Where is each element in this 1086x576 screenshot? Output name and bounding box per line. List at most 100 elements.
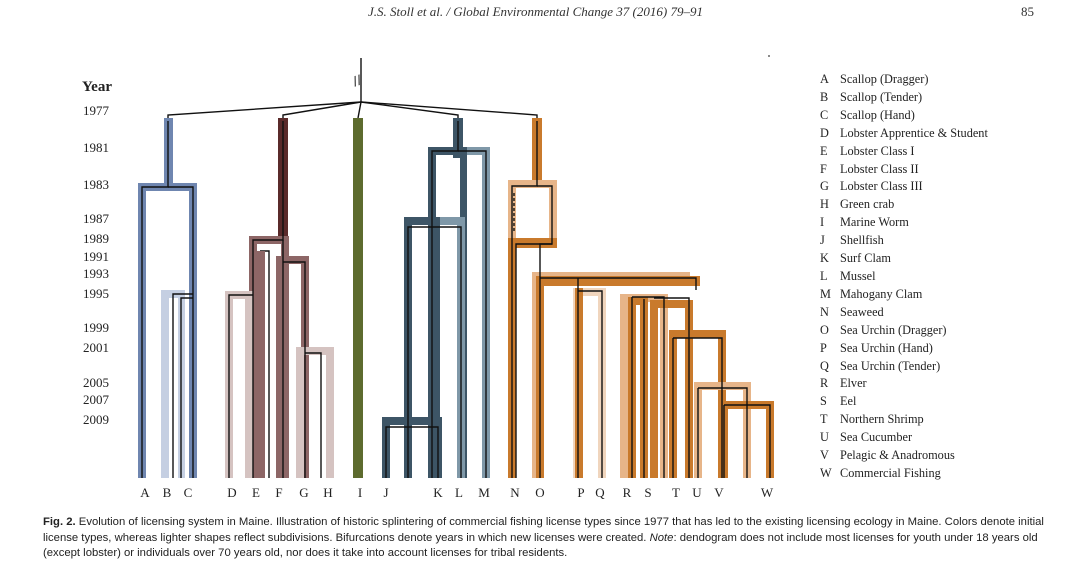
year-label: 1987 (83, 211, 110, 226)
journal-citation: J.S. Stoll et al. / Global Environmental… (368, 4, 703, 19)
leaf-label: Q (595, 485, 605, 500)
legend-letter: M (820, 286, 831, 301)
dendrogram-figure: Year 1977 1981 1983 1987 1989 1991 1993 … (82, 58, 774, 500)
legend-letter: C (820, 107, 829, 122)
legend-letter: U (820, 430, 829, 445)
leaf-label: C (184, 485, 193, 500)
legend-label: Seaweed (840, 304, 884, 319)
leaf-label: D (227, 485, 236, 500)
year-label: 1989 (83, 231, 109, 246)
legend-letter: T (820, 412, 828, 427)
leaf-label: T (672, 485, 680, 500)
legend-item: M Mahogany Clam (820, 286, 1060, 304)
leaf-label: K (433, 485, 443, 500)
leaf-label: M (478, 485, 490, 500)
legend-label: Green crab (840, 197, 895, 212)
legend-label: Eel (840, 394, 857, 409)
legend-letter: G (820, 179, 829, 194)
leaf-label: B (163, 485, 172, 500)
legend-label: Sea Cucumber (840, 430, 913, 445)
legend-letter: O (820, 322, 829, 337)
caption-label: Fig. 2. (43, 516, 76, 528)
leaf-label: R (623, 485, 632, 500)
year-label: 1999 (83, 320, 109, 335)
stray-dot (768, 55, 770, 57)
legend-item: I Marine Worm (820, 214, 1060, 232)
legend-label: Commercial Fishing (840, 465, 941, 480)
legend-letter: L (820, 268, 828, 283)
legend-label: Marine Worm (840, 215, 909, 230)
leaf-label: U (692, 485, 702, 500)
leaf-label: J (383, 485, 388, 500)
legend-label: Pelagic & Anadromous (840, 448, 955, 463)
marine-worm-branch (353, 118, 363, 478)
year-label: 2005 (83, 375, 109, 390)
page-number: 85 (1021, 4, 1034, 19)
shellfish-branch (382, 118, 490, 478)
legend-item: G Lobster Class III (820, 178, 1060, 196)
leaf-labels: A B C D E F G H I J K L M N O P Q R S T … (140, 485, 774, 500)
legend-label: Mahogany Clam (840, 286, 923, 301)
legend-item: A Scallop (Dragger) (820, 71, 1060, 89)
legend-item: V Pelagic & Anadromous (820, 447, 1060, 465)
legend-label: Lobster Class I (840, 143, 915, 158)
orange-branch (508, 118, 774, 478)
legend: A Scallop (Dragger) B Scallop (Tender) C Scal… (820, 71, 1060, 483)
legend-item: N Seaweed (820, 304, 1060, 322)
leaf-label: L (455, 485, 463, 500)
legend-letter: N (820, 304, 829, 319)
legend-letter: H (820, 197, 829, 212)
legend-letter: I (820, 215, 825, 230)
legend-label: Mussel (840, 268, 876, 283)
year-axis-label: Year (82, 79, 112, 95)
legend-item: S Eel (820, 393, 1060, 411)
legend-letter: A (820, 72, 829, 86)
caption-note-label: Note (649, 531, 674, 544)
legend-item: Q Sea Urchin (Tender) (820, 358, 1060, 376)
legend-item: P Sea Urchin (Hand) (820, 340, 1060, 358)
leaf-label: P (577, 485, 584, 500)
legend-item: D Lobster Apprentice & Student (820, 125, 1060, 143)
legend-item: L Mussel (820, 268, 1060, 286)
scallop-branch (138, 118, 197, 478)
legend-letter: V (820, 448, 829, 463)
legend-letter: J (820, 233, 825, 248)
legend-label: Sea Urchin (Dragger) (840, 322, 947, 337)
legend-item: T Northern Shrimp (820, 411, 1060, 429)
year-label: 2009 (83, 412, 109, 427)
legend-letter: Q (820, 358, 829, 373)
legend-item: E Lobster Class I (820, 143, 1060, 161)
legend-item: F Lobster Class II (820, 161, 1060, 179)
legend-item: C Scallop (Hand) (820, 107, 1060, 125)
legend-label: Sea Urchin (Hand) (840, 340, 933, 355)
lobster-branch (225, 118, 334, 478)
legend-letter: E (820, 143, 828, 158)
legend-label: Sea Urchin (Tender) (840, 358, 941, 373)
year-label: 1977 (83, 103, 110, 118)
legend-label: Lobster Class III (840, 179, 923, 194)
legend-letter: K (820, 251, 829, 266)
leaf-label: I (358, 485, 362, 500)
year-label: 1995 (83, 286, 109, 301)
legend-letter: P (820, 340, 827, 355)
year-label: 1991 (83, 249, 109, 264)
legend-item: W Commercial Fishing (820, 465, 1060, 483)
leaf-label: F (275, 485, 282, 500)
legend-label: Shellfish (840, 233, 884, 248)
caption-text-note: : dendogram does not include most licens… (43, 531, 1038, 560)
legend-letter: B (820, 89, 829, 104)
legend-label: Scallop (Tender) (840, 89, 923, 104)
leaf-label: E (252, 485, 260, 500)
axis-break-mark: // (350, 72, 365, 91)
root-lines (167, 58, 538, 121)
legend-letter: R (820, 376, 829, 391)
legend-label: Elver (840, 376, 867, 391)
legend-item: B Scallop (Tender) (820, 89, 1060, 107)
leaf-label: N (510, 485, 520, 500)
leaf-label: G (299, 485, 308, 500)
caption-text: Evolution of licensing system in Maine. … (43, 516, 1044, 544)
running-header: J.S. Stoll et al. / Global Environmental… (0, 4, 1086, 24)
legend-letter: D (820, 125, 829, 140)
year-label: 1993 (83, 266, 109, 281)
legend-letter: F (820, 161, 827, 176)
